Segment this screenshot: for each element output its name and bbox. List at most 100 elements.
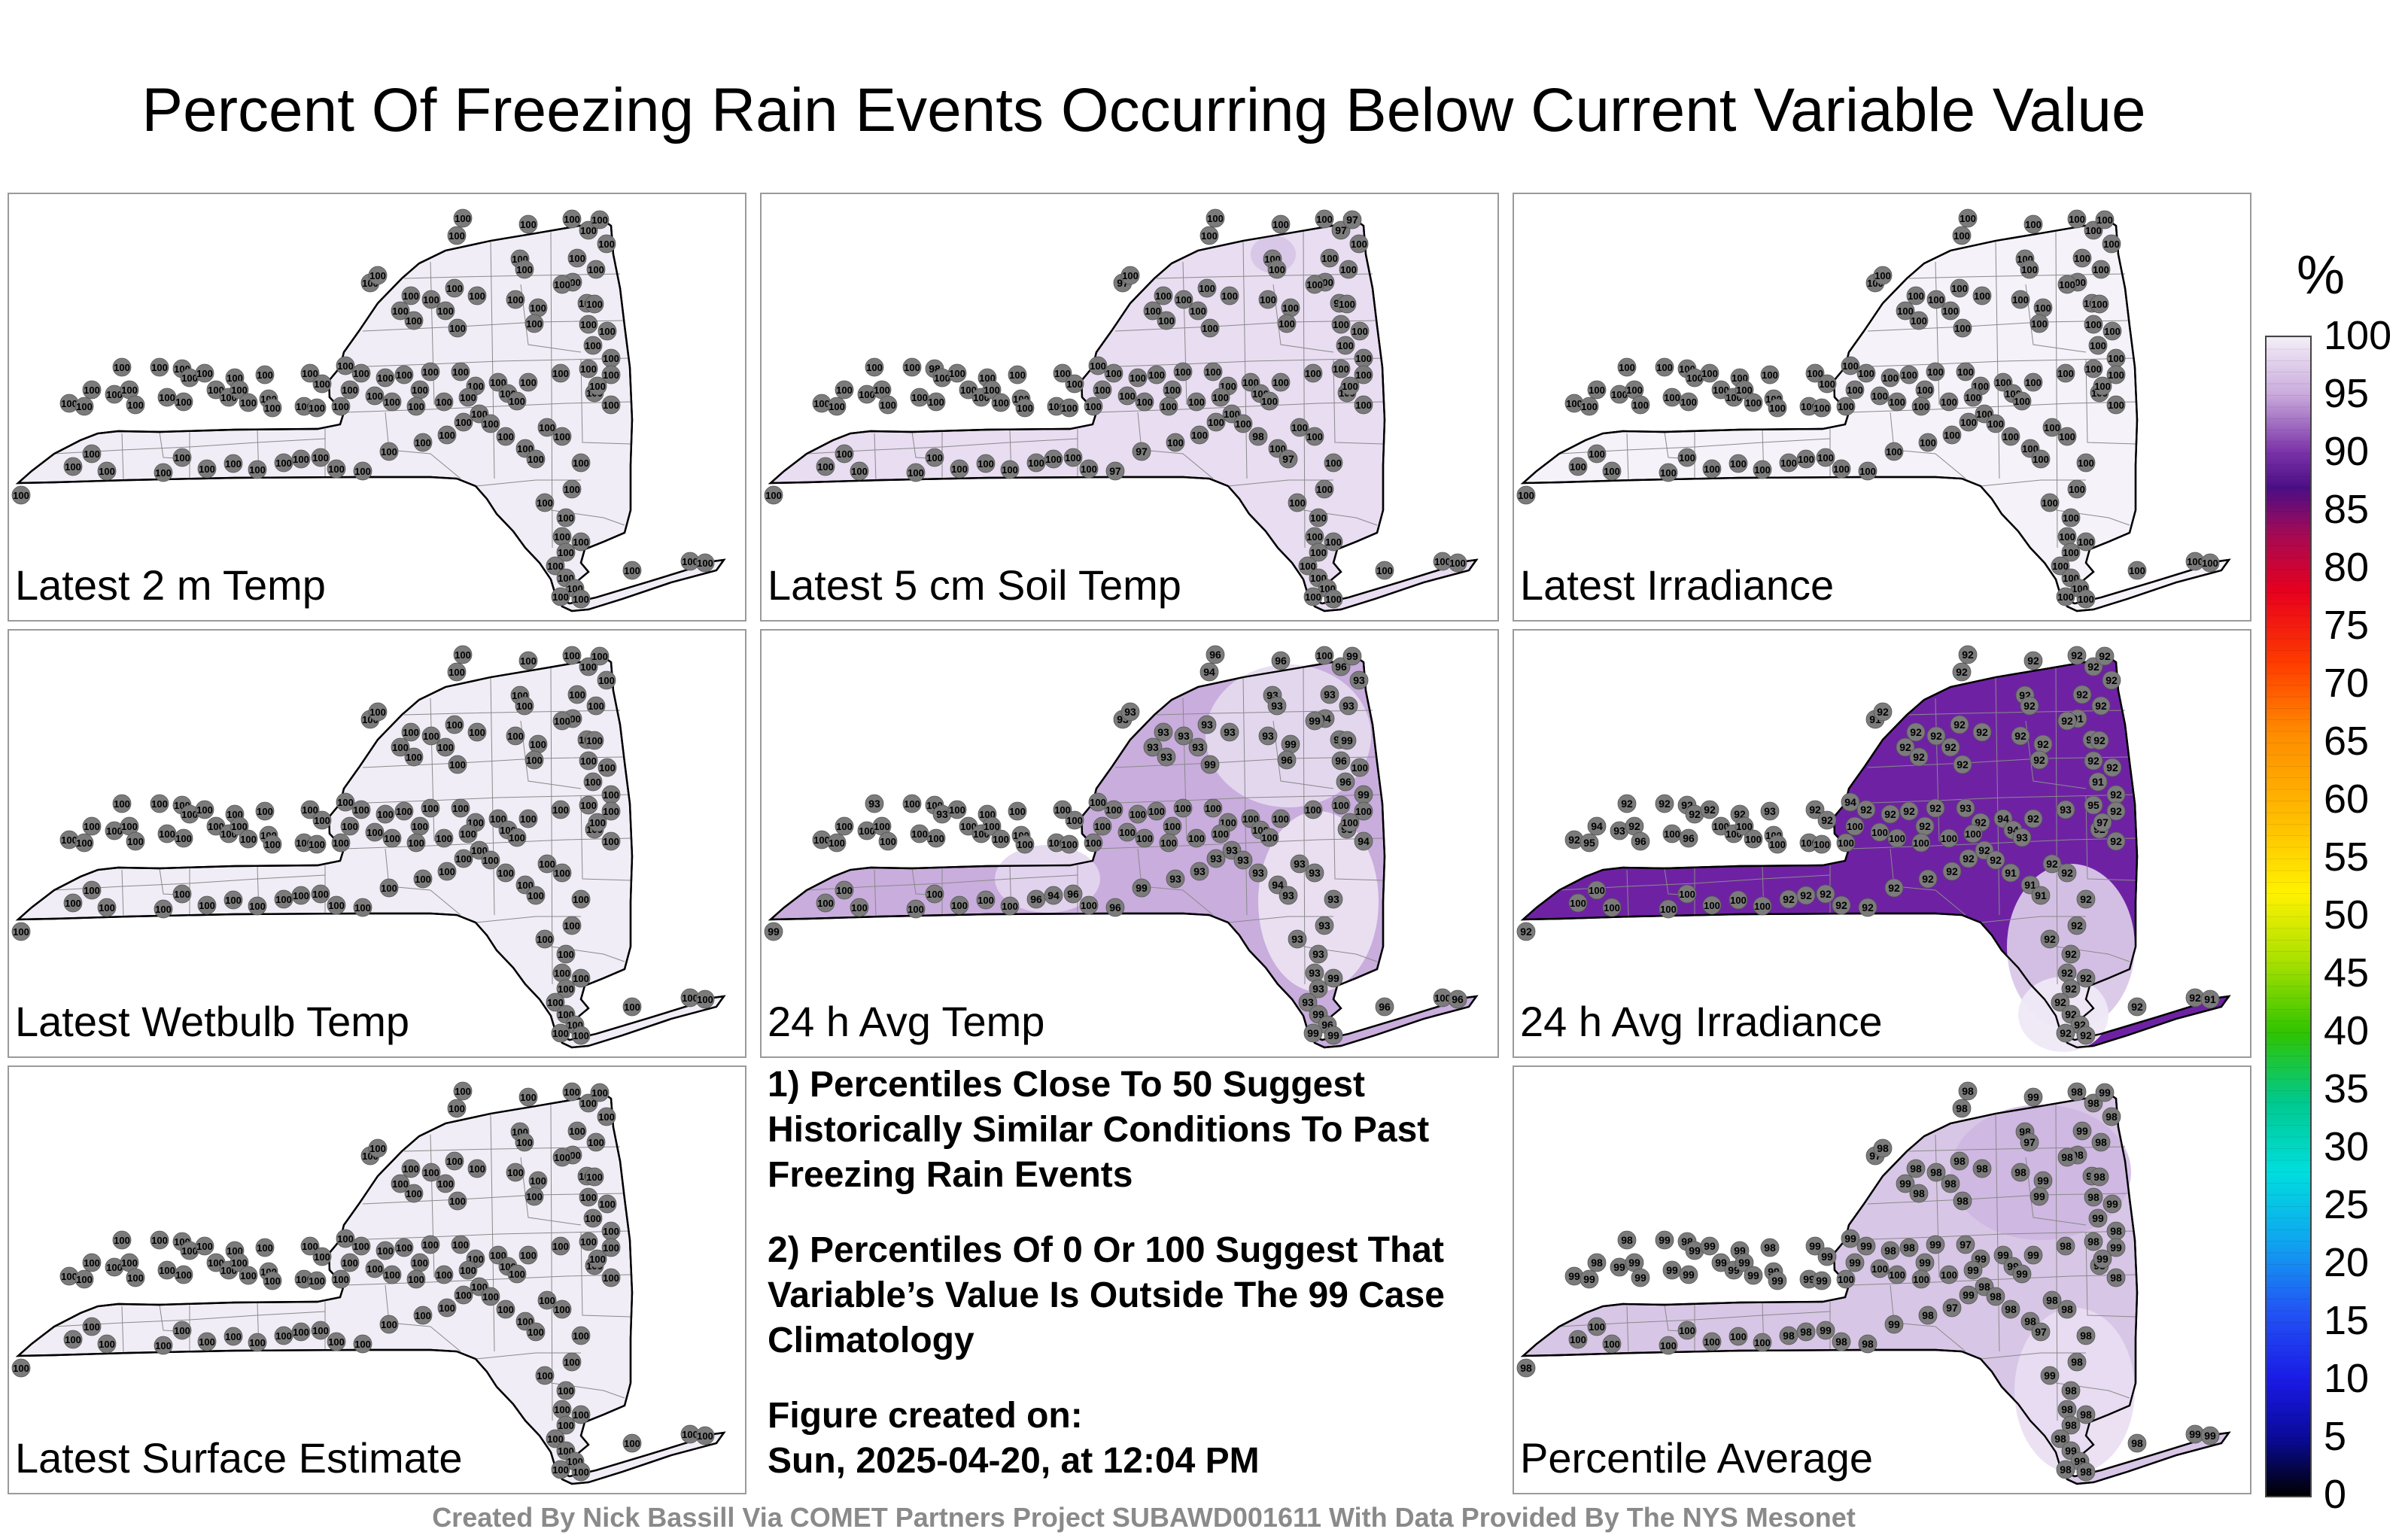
station-marker [1337, 731, 1357, 750]
station-value: 92 [2037, 738, 2049, 750]
station-value: 100 [2096, 214, 2113, 226]
station-marker [1911, 833, 1931, 853]
station-value: 93 [1157, 726, 1169, 738]
station-value: 100 [497, 431, 514, 442]
station-value: 100 [452, 803, 469, 814]
station-marker [1728, 890, 1748, 910]
station-value: 100 [908, 467, 924, 479]
station-marker [1309, 944, 1328, 964]
station-value: 100 [817, 898, 834, 909]
station-value: 100 [114, 362, 130, 373]
colorbar-tick-label: 15 [2324, 1298, 2370, 1343]
station-marker [524, 314, 544, 333]
county-border [1333, 359, 1384, 445]
station-marker [172, 884, 192, 904]
station-value: 100 [354, 466, 371, 477]
station-value: 100 [1224, 409, 1240, 420]
station-marker [1735, 380, 1754, 400]
station-value: 100 [293, 1327, 309, 1338]
station-value: 100 [558, 547, 574, 558]
station-marker [1135, 828, 1154, 848]
station-marker [1926, 726, 1946, 746]
station-value: 100 [1769, 839, 1786, 850]
station-value: 92 [2065, 948, 2077, 960]
station-marker [601, 1238, 621, 1257]
station-marker [2056, 587, 2075, 606]
station-value: 100 [1136, 397, 1153, 408]
station-marker [1816, 1321, 1835, 1340]
station-value: 100 [1337, 340, 1354, 351]
station-value: 99 [1747, 1269, 1759, 1281]
station-marker [1305, 427, 1324, 446]
station-value: 100 [353, 368, 369, 379]
colorbar-tick-label: 85 [2324, 487, 2370, 532]
figure-created-value: Sun, 2025-04-20, at 12:04 PM [768, 1441, 1260, 1481]
station-value: 100 [1105, 368, 1122, 379]
station-value: 100 [586, 1172, 603, 1183]
station-value: 96 [1683, 832, 1695, 844]
station-value: 92 [2076, 688, 2088, 701]
station-value: 98 [1962, 1085, 1974, 1097]
station-marker [1288, 929, 1307, 949]
station-marker [421, 362, 440, 381]
station-value: 100 [175, 397, 192, 408]
station-value: 94 [1997, 813, 2009, 825]
station-value: 100 [225, 895, 242, 906]
station-value: 100 [573, 894, 589, 905]
station-marker [391, 737, 410, 757]
station-marker [1845, 816, 1865, 836]
station-marker [2095, 646, 2115, 666]
station-value: 100 [1316, 214, 1333, 225]
station-value: 100 [155, 904, 172, 915]
station-marker [2091, 260, 2111, 279]
panel-latest-surface-estimate: 100 100 100 100 100 100 100 100 100 100 100 100 100 1… [8, 1065, 746, 1494]
station-marker [2011, 290, 2030, 309]
station-value: 100 [1814, 403, 1830, 414]
station-marker [1796, 449, 1816, 469]
station-value: 97 [2023, 1136, 2036, 1148]
station-value: 98 [2065, 1419, 2077, 1431]
station-marker [1271, 809, 1291, 828]
station-marker [1942, 425, 1962, 445]
station-value: 93 [1210, 853, 1222, 865]
station-value: 100 [1090, 797, 1106, 808]
station-value: 100 [155, 467, 172, 479]
station-value: 100 [516, 1137, 533, 1148]
station-value: 100 [554, 279, 570, 290]
station-value: 93 [868, 798, 880, 810]
station-marker [991, 393, 1011, 412]
station-value: 92 [2087, 661, 2099, 673]
station-value: 92 [1978, 844, 1990, 856]
station-marker [506, 290, 525, 309]
station-value: 98 [1944, 1178, 1956, 1190]
station-marker [926, 392, 946, 412]
station-marker [1190, 425, 1209, 445]
station-marker [1342, 210, 1362, 229]
station-value: 100 [573, 1030, 589, 1041]
station-marker [1105, 898, 1125, 917]
station-value: 100 [1817, 452, 1834, 464]
station-value: 100 [436, 1269, 452, 1281]
station-marker [1516, 1358, 1536, 1378]
station-marker [1950, 1151, 1969, 1171]
station-marker [1702, 459, 1722, 479]
station-value: 100 [564, 1357, 580, 1368]
station-marker [351, 1236, 371, 1256]
station-marker [126, 1268, 145, 1287]
station-marker [1315, 209, 1334, 229]
station-value: 100 [547, 561, 564, 572]
station-marker [291, 886, 311, 905]
station-value: 92 [1899, 741, 1911, 753]
station-marker [447, 662, 467, 682]
station-marker [1956, 1235, 1975, 1254]
station-value: 98 [2080, 1466, 2092, 1478]
station-value: 100 [539, 1295, 555, 1306]
station-value: 100 [552, 804, 569, 816]
station-value: 96 [1335, 755, 1347, 767]
station-value: 100 [1713, 821, 1729, 832]
station-marker [1448, 989, 1467, 1009]
station-value: 100 [452, 366, 469, 378]
station-marker [2057, 427, 2077, 446]
station-marker [2031, 449, 2051, 469]
station-marker [551, 587, 570, 606]
